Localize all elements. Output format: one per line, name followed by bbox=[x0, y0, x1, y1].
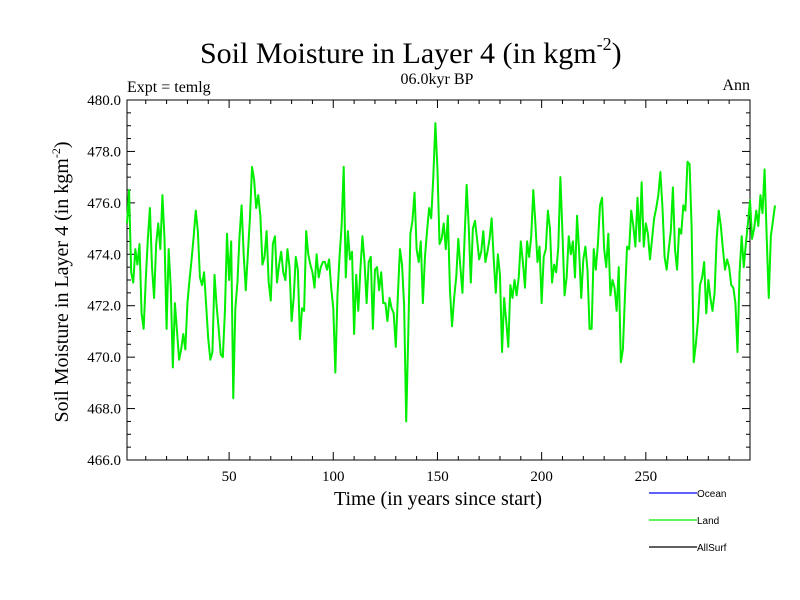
experiment-label: Expt = temlg bbox=[127, 79, 211, 96]
y-tick-label: 466.0 bbox=[87, 453, 121, 469]
y-tick-label: 478.0 bbox=[87, 144, 121, 160]
x-axis-label: Time (in years since start) bbox=[334, 488, 542, 510]
x-axis: 50 100 150 200 250 bbox=[145, 100, 730, 485]
plot-frame bbox=[126, 99, 751, 461]
legend-label-allsurf: AllSurf bbox=[697, 543, 727, 554]
legend-label-ocean: Ocean bbox=[697, 489, 726, 500]
x-tick-label: 100 bbox=[322, 469, 345, 485]
chart-title: Soil Moisture in Layer 4 (in kgm-2) bbox=[200, 34, 622, 70]
y-tick-label: 472.0 bbox=[87, 299, 121, 315]
y-axis: 466.0 468.0 470.0 472.0 474.0 476.0 478.0 480.0 bbox=[87, 93, 750, 469]
y-tick-label: 476.0 bbox=[87, 196, 121, 212]
season-label: Ann bbox=[722, 77, 750, 94]
y-tick-label: 480.0 bbox=[87, 93, 121, 109]
y-tick-label: 474.0 bbox=[87, 247, 121, 263]
x-tick-label: 50 bbox=[222, 469, 237, 485]
x-tick-label: 150 bbox=[426, 469, 449, 485]
y-axis-label: Soil Moisture in Layer 4 (in kgm-2) bbox=[49, 141, 73, 422]
x-tick-label: 250 bbox=[635, 469, 658, 485]
chart-subtitle: 06.0kyr BP bbox=[401, 71, 474, 88]
y-tick-label: 468.0 bbox=[87, 402, 121, 418]
x-tick-label: 200 bbox=[530, 469, 553, 485]
legend-label-land: Land bbox=[697, 516, 719, 527]
legend: Ocean Land AllSurf bbox=[649, 489, 727, 554]
y-tick-label: 470.0 bbox=[87, 350, 121, 366]
series-line-land bbox=[126, 122, 776, 423]
